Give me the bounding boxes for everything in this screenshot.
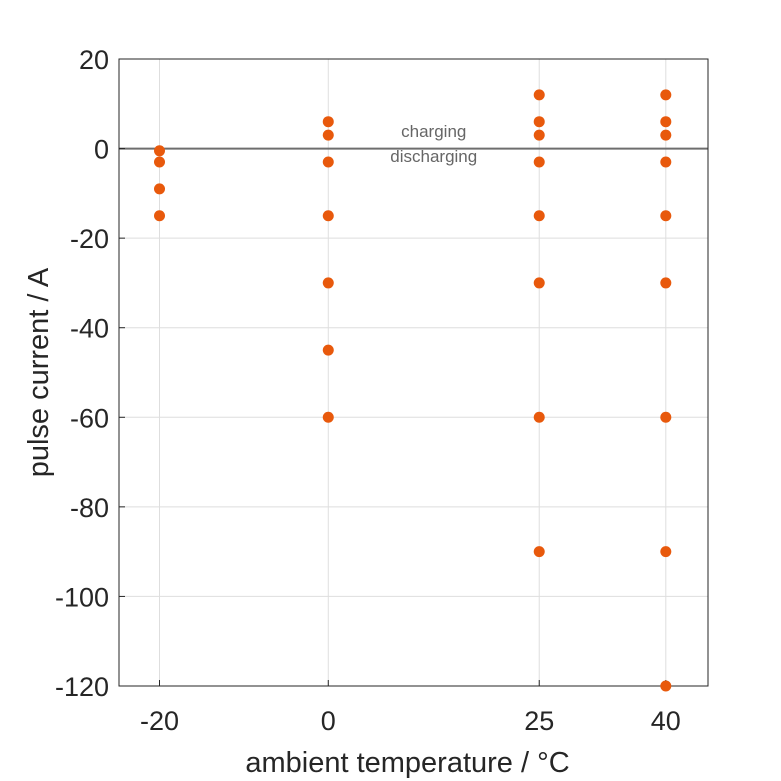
data-point <box>154 210 166 222</box>
annotations: charging discharging <box>390 122 477 166</box>
data-point <box>660 277 672 289</box>
y-axis-title: pulse current / A <box>23 267 55 477</box>
data-point <box>660 411 672 423</box>
data-point <box>660 89 672 101</box>
y-tick-label: -120 <box>55 672 109 702</box>
x-tick-label: -20 <box>140 706 179 736</box>
data-point <box>322 210 334 222</box>
data-point <box>660 129 672 141</box>
data-point <box>154 183 166 195</box>
x-tick-label: 40 <box>651 706 681 736</box>
annotation-label: discharging <box>390 147 477 166</box>
x-tick-label: 25 <box>524 706 554 736</box>
x-tick-label: 0 <box>321 706 336 736</box>
data-point <box>533 116 545 128</box>
y-tick-label: -80 <box>70 493 109 523</box>
data-point <box>322 411 334 423</box>
y-tick-label: 20 <box>79 45 109 75</box>
x-axis-title: ambient temperature / °C <box>245 747 569 779</box>
annotation-label: charging <box>401 122 466 141</box>
data-point <box>533 89 545 101</box>
data-point <box>322 344 334 356</box>
data-point <box>154 156 166 168</box>
y-tick-label: -20 <box>70 224 109 254</box>
y-tick-labels: 20 0 -20 -40 -60 -80 -100 -120 <box>55 45 125 702</box>
data-point <box>533 129 545 141</box>
x-tick-labels: -20 0 25 40 <box>140 680 681 736</box>
y-tick-label: -100 <box>55 582 109 612</box>
data-point <box>322 116 334 128</box>
y-tick-label: -60 <box>70 403 109 433</box>
data-point <box>154 145 166 157</box>
data-point <box>660 156 672 168</box>
data-point <box>533 411 545 423</box>
y-tick-label: -40 <box>70 314 109 344</box>
data-point <box>322 156 334 168</box>
data-point <box>660 116 672 128</box>
data-point <box>533 277 545 289</box>
data-point <box>322 277 334 289</box>
data-point <box>660 210 672 222</box>
y-tick-label: 0 <box>94 135 109 165</box>
data-point <box>660 546 672 558</box>
data-point <box>533 210 545 222</box>
data-point <box>322 129 334 141</box>
data-point <box>533 156 545 168</box>
data-points <box>154 89 672 692</box>
data-point <box>533 546 545 558</box>
data-point <box>660 680 672 692</box>
plot-frame <box>118 58 709 687</box>
